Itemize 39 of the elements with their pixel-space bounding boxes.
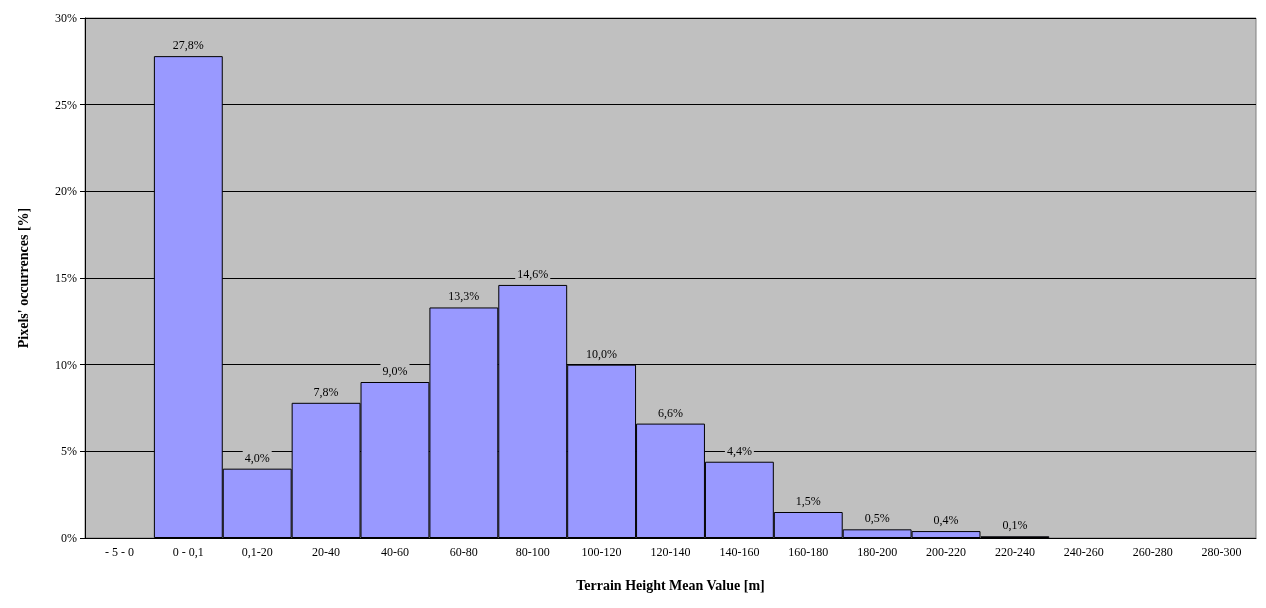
x-tick-label: - 5 - 0	[104, 545, 134, 559]
x-tick-label: 160-180	[788, 545, 829, 559]
x-tick-label: 200-220	[926, 545, 967, 559]
y-axis-title: Pixels' occurrences [%]	[15, 207, 31, 349]
data-label: 9,0%	[382, 364, 408, 378]
x-tick-label: 0,1-20	[241, 545, 273, 559]
data-label: 4,4%	[726, 443, 752, 458]
x-tick-label: 100-120	[581, 545, 622, 559]
x-tick-label: 80-100	[515, 545, 550, 559]
x-tick-label: 20-40	[312, 545, 341, 559]
data-label: 14,6%	[517, 266, 549, 281]
data-label: 4,0%	[244, 450, 270, 465]
x-tick-label: 60-80	[449, 545, 478, 559]
y-tick-label: 5%	[61, 444, 77, 459]
data-label: 0,1%	[1002, 518, 1028, 533]
data-label: 1,5%	[795, 494, 821, 508]
data-label: 0,5%	[864, 511, 890, 526]
x-tick-label: 40-60	[380, 545, 409, 559]
x-tick-label: 260-280	[1132, 545, 1173, 559]
data-label: 10,0%	[586, 346, 618, 361]
x-tick-label: 280-300	[1201, 545, 1242, 559]
y-tick-label: 20%	[55, 184, 77, 199]
x-tick-label: 220-240	[994, 545, 1035, 559]
x-tick-label: 180-200	[857, 545, 898, 559]
data-label: 13,3%	[448, 289, 480, 304]
y-tick-label: 15%	[55, 271, 77, 285]
x-tick-label: 140-160	[719, 545, 760, 559]
data-label: 27,8%	[172, 38, 204, 53]
y-tick-label: 0%	[61, 531, 77, 545]
x-tick-label: 240-260	[1063, 545, 1104, 559]
data-label: 6,6%	[658, 405, 683, 420]
y-tick-label: 10%	[55, 357, 77, 372]
data-label: 7,8%	[313, 384, 339, 399]
x-tick-label: 0 - 0,1	[172, 545, 204, 559]
x-tick-label: 120-140	[650, 545, 691, 559]
y-tick-label: 25%	[55, 97, 77, 112]
x-axis-title: Terrain Height Mean Value [m]	[576, 577, 765, 593]
data-label: 0,4%	[933, 513, 959, 528]
y-tick-label: 30%	[55, 11, 77, 25]
